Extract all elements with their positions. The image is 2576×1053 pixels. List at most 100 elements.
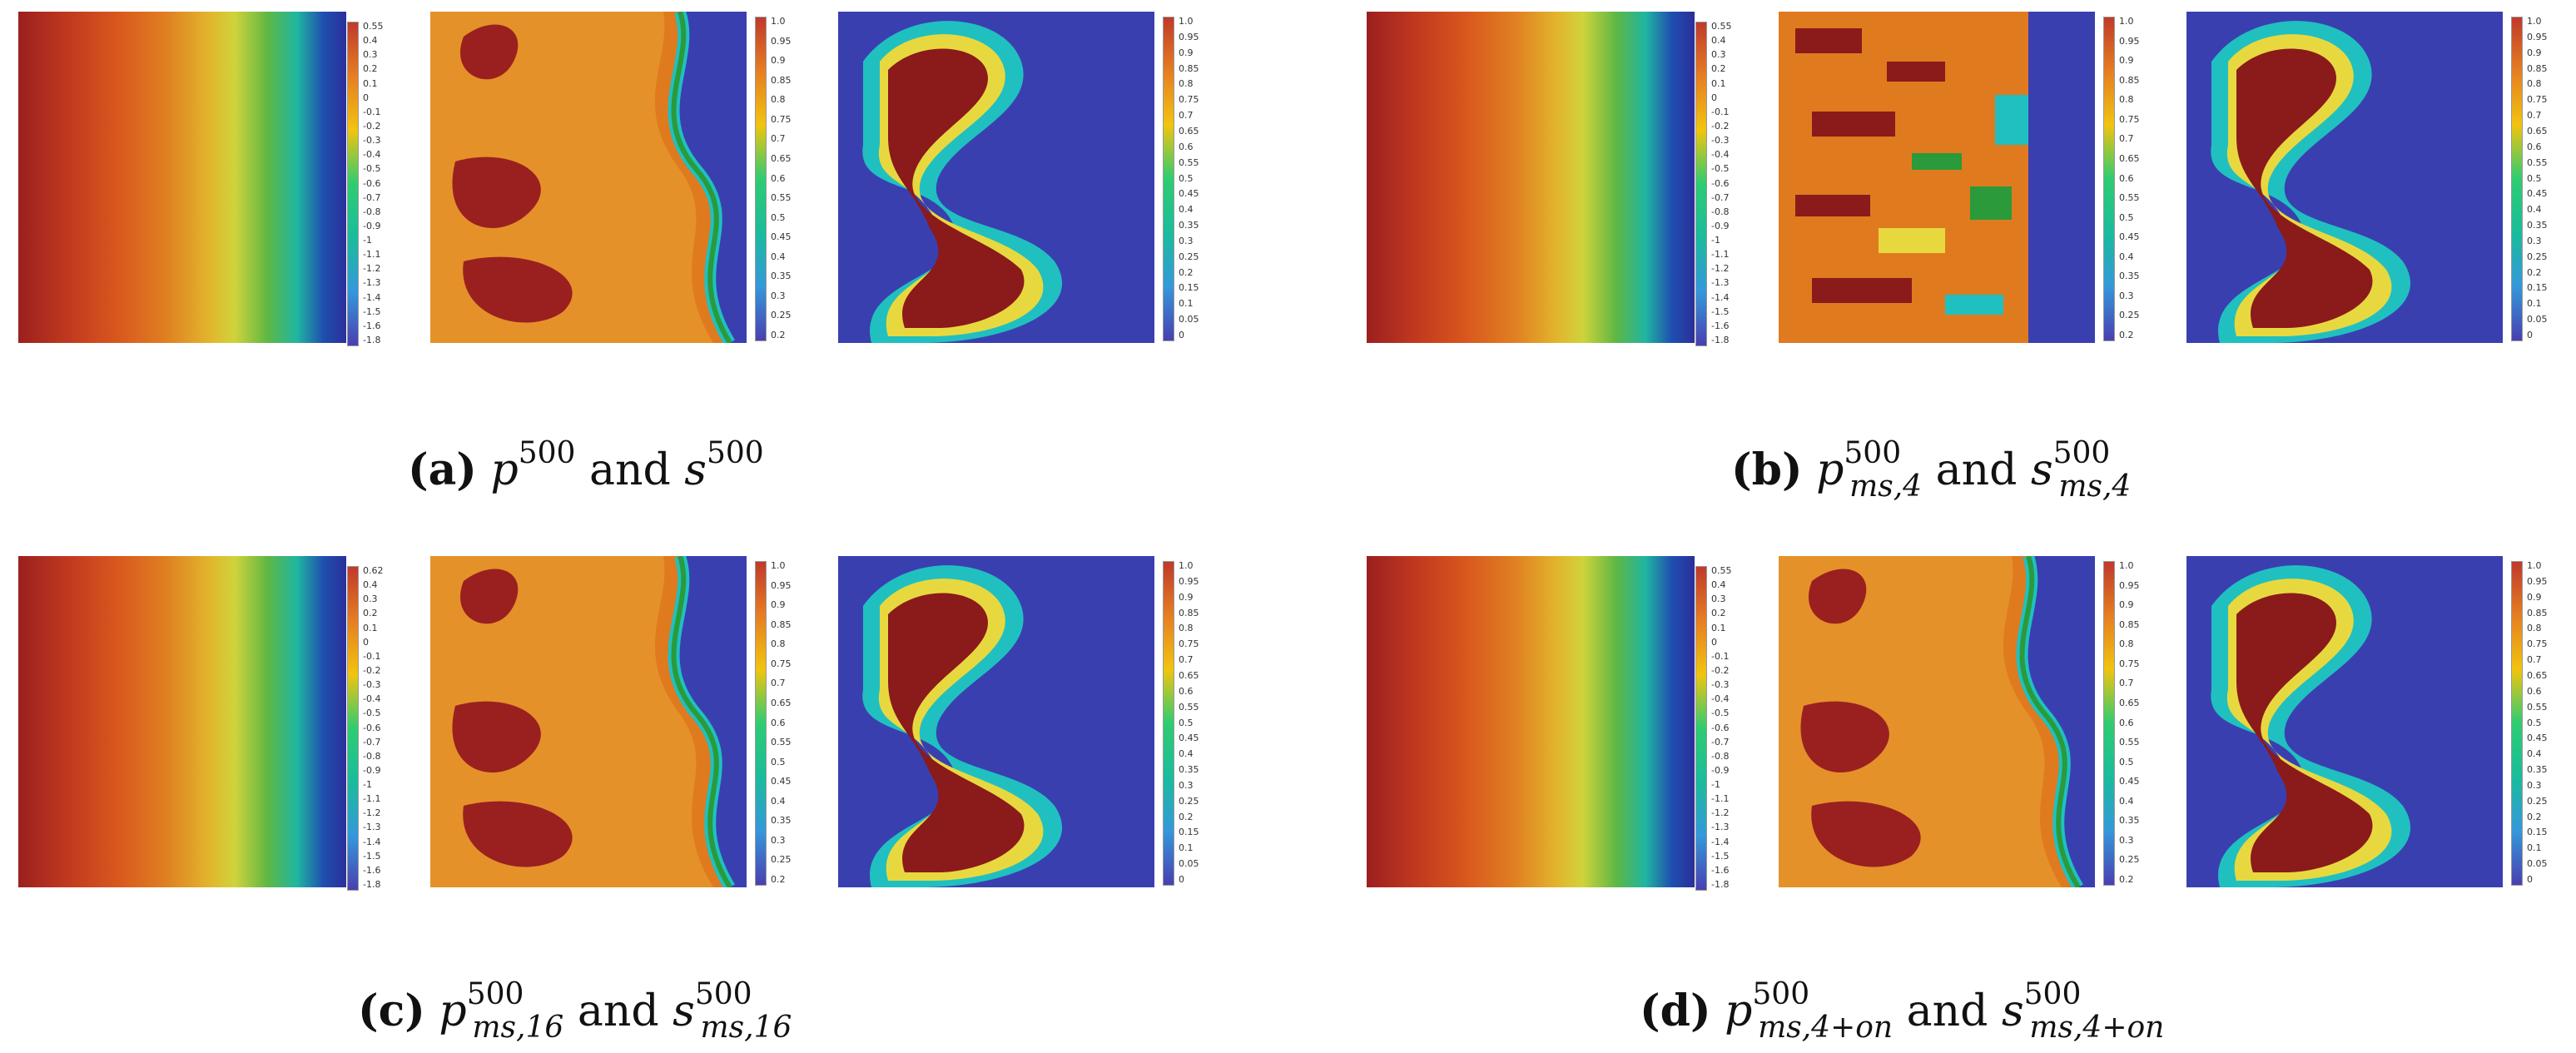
colorbar-tick-label: 0.3 <box>1179 235 1194 246</box>
saturation-colorbar-b <box>2103 17 2115 341</box>
colorbar-tick-label: 0.05 <box>2527 858 2548 870</box>
colorbar-tick-label: -1.8 <box>363 335 381 345</box>
colorbar-tick-label: -1 <box>363 235 372 246</box>
saturation-field-b <box>1779 12 2095 343</box>
colorbar-tick-label: 0 <box>1179 874 1184 885</box>
colorbar-tick-label: 0.65 <box>2119 697 2140 708</box>
colorbar-tick-label: 0.85 <box>1179 62 1199 74</box>
colorbar-tick-label: 0.25 <box>1179 795 1199 807</box>
colorbar-tick-label: 0.1 <box>1711 77 1726 89</box>
colorbar-tick-label: -0.7 <box>1711 736 1730 748</box>
colorbar-tick-label: -1.4 <box>1711 836 1730 847</box>
colorbar-tick-label: 0 <box>363 636 369 648</box>
colorbar-tick-label: 1.0 <box>771 560 786 571</box>
colorbar-tick-label: 0.8 <box>2527 78 2542 90</box>
colorbar-tick-label: -1.5 <box>363 305 381 317</box>
colorbar-tick-label: 0.25 <box>2119 854 2140 866</box>
colorbar-tick-label: 0.1 <box>363 622 378 633</box>
colorbar-tick-label: 0.2 <box>1711 608 1726 619</box>
colorbar-tick-label: 0.95 <box>2527 575 2548 587</box>
colorbar-tick-label: -1.2 <box>363 263 381 275</box>
colorbar-tick-label: -0.2 <box>1711 120 1730 132</box>
colorbar-tick-label: 0.5 <box>2527 172 2542 184</box>
colorbar-tick-label: -1.3 <box>363 822 381 833</box>
colorbar-tick-label: 0.15 <box>1179 282 1199 294</box>
colorbar-tick-label: 0.55 <box>1711 565 1732 576</box>
colorbar-tick-label: 0.4 <box>771 251 786 262</box>
colorbar-tick-label: 0.4 <box>1179 748 1194 760</box>
pressure-field-d <box>1367 556 1695 887</box>
saturation-field-a <box>430 9 747 346</box>
colorbar-tick-label: 0.55 <box>771 192 792 204</box>
saturation-colorbar-labels-a: 1.0 0.95 0.9 0.85 0.8 0.75 0.7 0.65 0.6 0.55 0.5 0.… <box>771 17 804 340</box>
colorbar-tick-label: -1.2 <box>1711 807 1730 819</box>
colorbar-tick-label: -0.8 <box>363 206 381 217</box>
colorbar-tick-label: 0.35 <box>771 271 792 282</box>
colorbar-tick-label: 0.65 <box>1179 125 1199 137</box>
colorbar-tick-label: 0.45 <box>771 776 792 787</box>
colorbar-tick-label: 0.1 <box>2527 298 2542 310</box>
colorbar-tick-label: -1.2 <box>1711 263 1730 275</box>
caption-c: (c) p500ms,16 and s500ms,16 <box>358 977 792 1045</box>
saturation-plume-d <box>1779 554 2083 891</box>
saturation-field-b-2 <box>2186 12 2503 343</box>
pressure-colorbar-labels-d: 0.55 0.4 0.3 0.2 0.1 0 -0.1 -0.2 -0.3 -0.4 -0.5 -0.… <box>1711 566 1745 889</box>
saturation-colorbar-labels-c-2: 1.0 0.95 0.9 0.85 0.8 0.75 0.7 0.65 0.6 0.55 0.5 0.… <box>1179 561 1212 884</box>
colorbar-tick-label: 0.4 <box>363 35 378 47</box>
colorbar-tick-label: -0.5 <box>1711 163 1730 175</box>
colorbar-tick-label: -0.1 <box>1711 106 1730 117</box>
colorbar-tick-label: 0.1 <box>1711 622 1726 633</box>
colorbar-tick-label: 0.2 <box>1711 63 1726 75</box>
colorbar-tick-label: -0.1 <box>363 650 381 662</box>
saturation-colorbar-a-2 <box>1163 17 1174 341</box>
colorbar-tick-label: 0.2 <box>363 608 378 619</box>
colorbar-tick-label: -1 <box>1711 235 1720 246</box>
saturation-colorbar-labels-d: 1.0 0.95 0.9 0.85 0.8 0.75 0.7 0.65 0.6 0.55 0.5 0.… <box>2119 561 2152 884</box>
colorbar-tick-label: 0.35 <box>2119 815 2140 827</box>
colorbar-tick-label: 0.75 <box>2119 113 2140 125</box>
colorbar-tick-label: -0.3 <box>1711 679 1730 691</box>
colorbar-tick-label: 0.35 <box>2527 220 2548 231</box>
colorbar-tick-label: 0.95 <box>1179 575 1199 587</box>
colorbar-tick-label: 0.3 <box>1711 49 1726 61</box>
colorbar-tick-label: -0.6 <box>1711 177 1730 189</box>
colorbar-tick-label: -1.3 <box>1711 277 1730 289</box>
colorbar-tick-label: 0.35 <box>1179 220 1199 231</box>
colorbar-tick-label: 0.45 <box>1179 733 1199 744</box>
colorbar-tick-label: 0.75 <box>2119 658 2140 669</box>
colorbar-tick-label: 0 <box>2527 330 2533 340</box>
pressure-colorbar-labels-b: 0.55 0.4 0.3 0.2 0.1 0 -0.1 -0.2 -0.3 -0.4 -0.5 -0.… <box>1711 22 1745 345</box>
colorbar-tick-label: 1.0 <box>2119 16 2134 27</box>
colorbar-tick-label: 0.8 <box>2119 638 2134 650</box>
colorbar-tick-label: 0.8 <box>1179 78 1194 90</box>
colorbar-tick-label: -0.7 <box>363 191 381 203</box>
colorbar-tick-label: 0.45 <box>2527 733 2548 744</box>
colorbar-tick-label: 0.45 <box>2527 188 2548 200</box>
colorbar-tick-label: 0.2 <box>771 874 786 885</box>
colorbar-tick-label: 0.55 <box>363 21 384 32</box>
colorbar-tick-label: 0.62 <box>363 565 384 576</box>
caption-b: (b) p500ms,4 and s500ms,4 <box>1731 436 2132 504</box>
colorbar-tick-label: 0.35 <box>771 815 792 827</box>
colorbar-tick-label: 0.1 <box>363 77 378 89</box>
colorbar-tick-label: 0 <box>363 92 369 103</box>
colorbar-tick-label: 0 <box>1711 636 1717 648</box>
colorbar-tick-label: 0.25 <box>771 310 792 321</box>
colorbar-tick-label: -1.6 <box>363 864 381 876</box>
caption-a: (a) p500 and s500 <box>408 436 764 495</box>
colorbar-tick-label: 0.85 <box>2527 62 2548 74</box>
colorbar-tick-label: 0.7 <box>2119 678 2134 689</box>
colorbar-tick-label: 0.7 <box>2119 133 2134 145</box>
colorbar-tick-label: 0.65 <box>771 152 792 164</box>
caption-d: (d) p500ms,4+on and s500ms,4+on <box>1640 977 2165 1045</box>
colorbar-tick-label: -1.1 <box>1711 793 1730 805</box>
saturation-colorbar-c-2 <box>1163 561 1174 886</box>
colorbar-tick-label: -1.8 <box>1711 879 1730 890</box>
colorbar-tick-label: -0.7 <box>1711 191 1730 203</box>
colorbar-tick-label: 0.7 <box>771 678 786 689</box>
colorbar-tick-label: 0.6 <box>1179 141 1194 152</box>
saturation-plume-c <box>430 554 735 891</box>
colorbar-tick-label: -0.9 <box>1711 764 1730 776</box>
colorbar-tick-label: 0.3 <box>2527 779 2542 791</box>
colorbar-tick-label: 0.4 <box>1711 579 1726 591</box>
